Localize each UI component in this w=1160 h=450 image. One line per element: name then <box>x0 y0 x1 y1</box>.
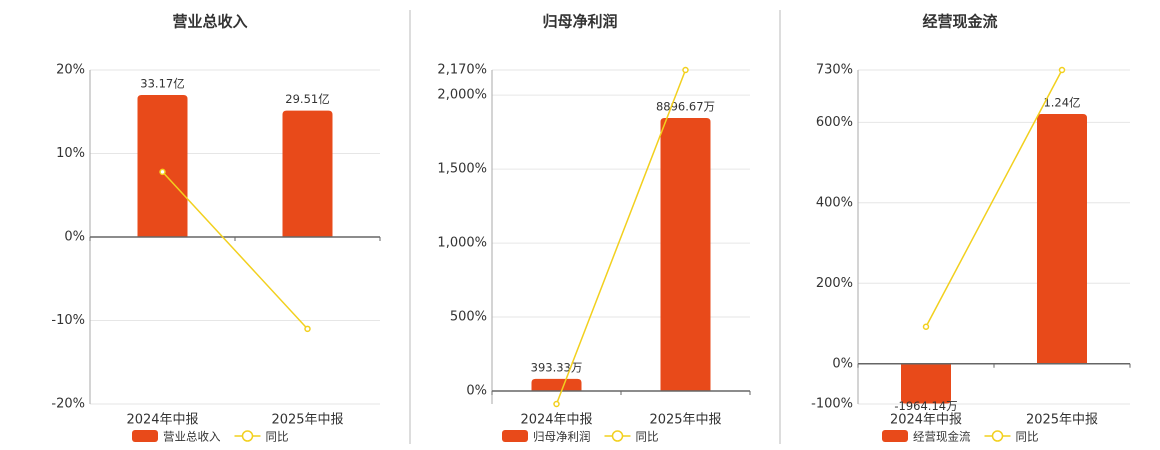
data-label: -1964.14万 <box>894 399 957 413</box>
data-label: 33.17亿 <box>140 76 184 90</box>
point <box>159 168 166 176</box>
y-tick-label: 730% <box>816 63 853 78</box>
y-tick-label: 2,000% <box>437 88 487 103</box>
legend-swatch <box>611 430 624 442</box>
x-tick-label: 2024年中报 <box>520 413 592 428</box>
line <box>925 69 1063 328</box>
point <box>682 66 689 74</box>
chart-title: 经营现金流 <box>922 13 997 31</box>
data-label: 393.33万 <box>531 360 583 374</box>
y-tick-label: 0% <box>466 383 487 398</box>
legend-swatch <box>882 430 908 442</box>
y-tick-label: 10% <box>56 146 85 161</box>
point <box>304 325 311 333</box>
legend-label: 经营现金流 <box>913 430 971 444</box>
legend-label: 归母净利润 <box>533 430 591 444</box>
y-tick-label: 500% <box>450 310 487 325</box>
y-tick-label: 0% <box>832 356 853 371</box>
chart-title: 营业总收入 <box>172 13 247 31</box>
x-tick-label: 2025年中报 <box>271 413 343 428</box>
legend-label: 同比 <box>636 430 659 444</box>
x-tick-label: 2024年中报 <box>126 413 198 428</box>
legend-label: 同比 <box>1016 430 1039 444</box>
bar <box>137 94 188 237</box>
bar <box>531 378 582 391</box>
line <box>555 69 687 405</box>
data-label: 1.24亿 <box>1043 95 1080 109</box>
x-tick-label: 2025年中报 <box>1026 413 1098 428</box>
y-tick-label: 600% <box>816 115 853 130</box>
y-tick-label: 0% <box>64 230 85 245</box>
y-tick-label: 200% <box>816 276 853 291</box>
y-tick-label: -100% <box>811 397 853 412</box>
chart-title: 归母净利润 <box>542 13 617 31</box>
y-tick-label: -20% <box>51 397 85 412</box>
y-tick-label: 400% <box>816 195 853 210</box>
bar <box>282 110 333 237</box>
y-tick-label: 1,500% <box>437 162 487 177</box>
legend-swatch <box>132 430 158 442</box>
bar <box>1037 113 1087 364</box>
legend-label: 同比 <box>266 430 289 444</box>
data-label: 29.51亿 <box>285 92 329 106</box>
line <box>161 171 309 330</box>
legend-swatch <box>991 430 1004 442</box>
point <box>1058 66 1066 74</box>
legend-label: 营业总收入 <box>163 430 221 444</box>
point <box>553 400 560 408</box>
y-tick-label: 20% <box>56 63 85 78</box>
y-tick-label: 2,170% <box>437 63 487 78</box>
x-tick-label: 2024年中报 <box>890 413 962 428</box>
data-label: 8896.67万 <box>656 99 715 113</box>
y-tick-label: 1,000% <box>437 236 487 251</box>
legend-swatch <box>502 430 528 442</box>
bar <box>660 117 711 391</box>
x-tick-label: 2025年中报 <box>649 413 721 428</box>
point <box>922 323 930 330</box>
y-tick-label: -10% <box>51 313 85 328</box>
legend-swatch <box>241 430 254 442</box>
bar <box>901 363 951 404</box>
